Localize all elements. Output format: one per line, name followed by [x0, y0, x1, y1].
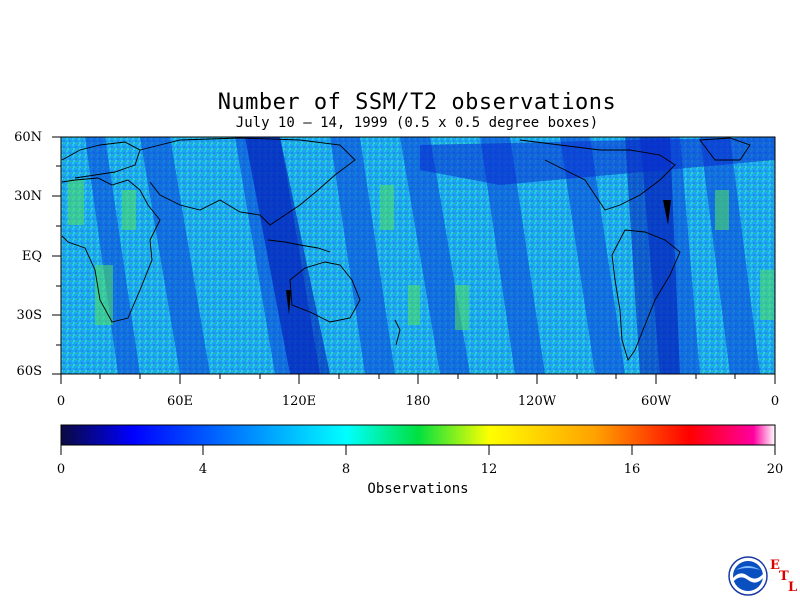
colorbar-tick: 16 [623, 462, 641, 477]
lat-label-30n: 30N [14, 189, 42, 204]
colorbar-tick: 12 [480, 462, 498, 477]
lon-label-120w: 120W [517, 394, 557, 409]
colorbar-tick: 4 [198, 462, 208, 477]
chart-title: Number of SSM/T2 observations [217, 90, 617, 115]
lat-label-eq: EQ [21, 249, 42, 264]
logo-letter-e: E [770, 558, 780, 573]
colorbar-tick: 20 [766, 462, 784, 477]
observation-field [61, 137, 775, 374]
lon-label-0: 0 [56, 394, 66, 409]
colorbar-tick: 8 [341, 462, 351, 477]
lat-label-30s: 30S [16, 308, 42, 323]
lon-label-180: 180 [405, 394, 431, 409]
lon-label-0-end: 0 [770, 394, 780, 409]
logo-letter-t: T [779, 569, 789, 584]
noaa-logo-icon [728, 556, 768, 596]
chart-subtitle: July 10 – 14, 1999 (0.5 x 0.5 degree box… [235, 115, 599, 131]
colorbar-label: Observations [367, 481, 469, 497]
logo-letter-l: L [788, 580, 798, 595]
lat-label-60n: 60N [14, 130, 42, 145]
lon-label-60e: 60E [166, 394, 194, 409]
lon-label-120e: 120E [281, 394, 317, 409]
colorbar-tick: 0 [56, 462, 66, 477]
lon-label-60w: 60W [641, 394, 671, 409]
lat-label-60s: 60S [16, 364, 42, 379]
colorbar [60, 424, 776, 446]
